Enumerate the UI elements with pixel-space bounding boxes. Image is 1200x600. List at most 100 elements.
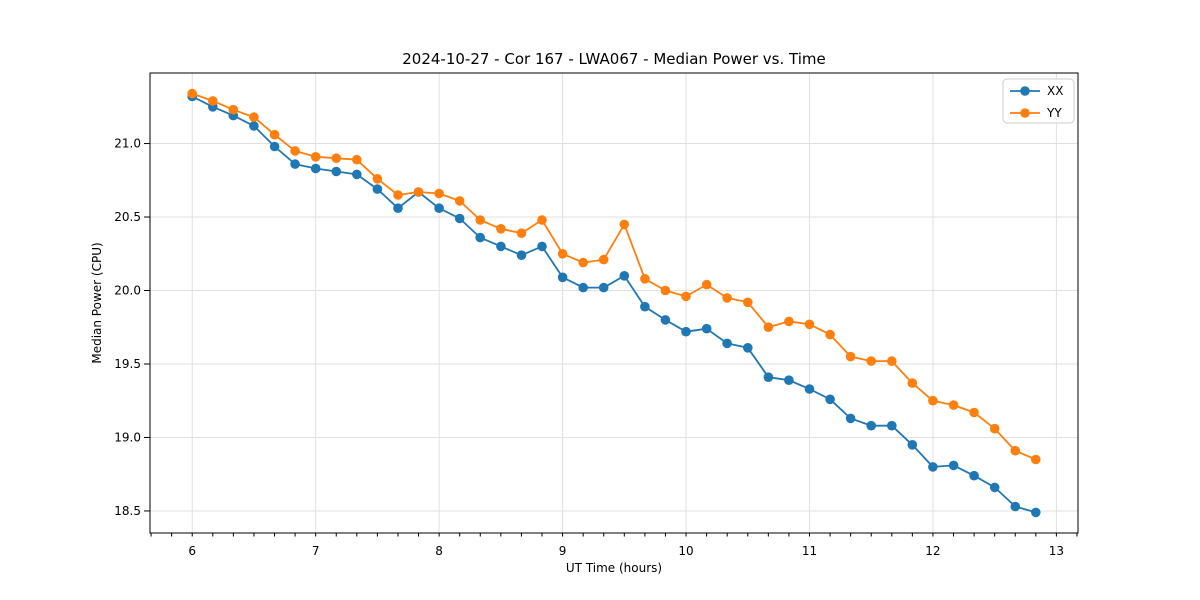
data-point xyxy=(887,356,897,366)
x-tick-label: 11 xyxy=(802,544,817,558)
data-point xyxy=(743,297,753,308)
data-point xyxy=(496,224,506,234)
x-tick-label: 7 xyxy=(312,544,320,558)
data-point xyxy=(743,343,753,353)
data-point xyxy=(825,329,835,340)
data-point xyxy=(1031,507,1041,518)
data-point xyxy=(804,384,815,394)
legend-label: XX xyxy=(1047,84,1063,98)
data-point xyxy=(537,241,547,252)
data-point xyxy=(722,338,732,349)
data-point xyxy=(825,394,835,405)
data-point xyxy=(969,470,979,481)
data-point xyxy=(393,203,403,213)
gridlines xyxy=(150,73,1078,533)
data-point xyxy=(598,282,609,293)
data-point xyxy=(907,378,918,388)
data-point xyxy=(887,420,897,431)
data-point xyxy=(331,166,342,177)
y-tick-label: 19.5 xyxy=(114,357,141,371)
data-point xyxy=(269,141,280,152)
legend-marker xyxy=(1020,108,1030,118)
legend-item-yy: YY xyxy=(1010,106,1062,120)
data-point xyxy=(537,215,547,225)
data-point xyxy=(310,152,321,162)
data-point xyxy=(701,279,712,290)
data-point xyxy=(804,319,815,330)
data-point xyxy=(989,423,1000,434)
chart-title: 2024-10-27 - Cor 167 - LWA067 - Median P… xyxy=(402,50,826,68)
data-point xyxy=(598,254,609,265)
data-point xyxy=(578,282,588,293)
data-point xyxy=(434,203,444,213)
data-point xyxy=(475,232,486,243)
data-point xyxy=(557,249,568,259)
data-point xyxy=(866,420,876,431)
data-point xyxy=(372,184,383,194)
plot-border xyxy=(149,72,1079,534)
data-point xyxy=(393,190,403,200)
data-point xyxy=(640,301,650,312)
data-point xyxy=(434,188,444,199)
data-point xyxy=(907,440,918,450)
data-point xyxy=(660,285,671,296)
data-point xyxy=(1010,445,1021,456)
data-point xyxy=(866,356,876,366)
data-point xyxy=(660,315,671,325)
data-point xyxy=(928,395,938,406)
data-point xyxy=(619,271,630,281)
data-point xyxy=(969,407,979,418)
data-point xyxy=(228,104,239,115)
data-point xyxy=(310,163,321,174)
data-point xyxy=(352,169,362,180)
axis-ticks xyxy=(144,143,1078,537)
series-yy xyxy=(187,88,1041,465)
data-point xyxy=(557,272,568,283)
legend-item-xx: XX xyxy=(1010,84,1063,98)
data-point xyxy=(208,96,218,106)
data-point xyxy=(290,146,300,156)
y-tick-label: 19.0 xyxy=(114,430,141,444)
data-point xyxy=(784,375,794,386)
x-tick-label: 13 xyxy=(1049,544,1064,558)
data-point xyxy=(413,187,424,197)
data-point xyxy=(331,153,342,163)
series-line xyxy=(191,92,1037,461)
data-point xyxy=(249,112,259,122)
data-point xyxy=(640,274,650,284)
data-point xyxy=(454,213,465,224)
data-point xyxy=(516,250,527,260)
data-point xyxy=(496,241,506,252)
y-tick-label: 21.0 xyxy=(114,137,141,151)
data-point xyxy=(475,215,486,225)
x-tick-label: 9 xyxy=(559,544,567,558)
data-point xyxy=(845,351,856,362)
x-tick-label: 6 xyxy=(188,544,196,558)
data-point xyxy=(701,323,712,334)
legend-marker xyxy=(1020,86,1030,96)
data-point xyxy=(290,159,300,169)
data-point xyxy=(928,462,938,472)
data-point xyxy=(681,326,691,337)
legend: XX YY xyxy=(1002,78,1075,124)
data-point xyxy=(763,322,774,333)
data-point xyxy=(516,228,527,238)
data-point xyxy=(619,219,630,230)
data-point xyxy=(1010,501,1021,512)
data-point xyxy=(948,460,959,471)
data-point xyxy=(681,291,691,302)
y-tick-label: 20.5 xyxy=(114,210,141,224)
data-point xyxy=(722,293,732,303)
data-point xyxy=(454,196,465,206)
data-point xyxy=(352,154,362,165)
y-tick-label: 20.0 xyxy=(114,284,141,298)
data-point xyxy=(1031,454,1041,465)
x-tick-label: 8 xyxy=(435,544,443,558)
tick-labels: 6 7 8 9 10 11 12 13 18.5 19.0 19.5 20.0 20.5 21.0 xyxy=(114,137,1064,558)
data-point xyxy=(249,121,259,131)
legend-label: YY xyxy=(1046,106,1062,120)
x-axis-label: UT Time (hours) xyxy=(565,561,663,575)
data-point xyxy=(784,316,794,327)
